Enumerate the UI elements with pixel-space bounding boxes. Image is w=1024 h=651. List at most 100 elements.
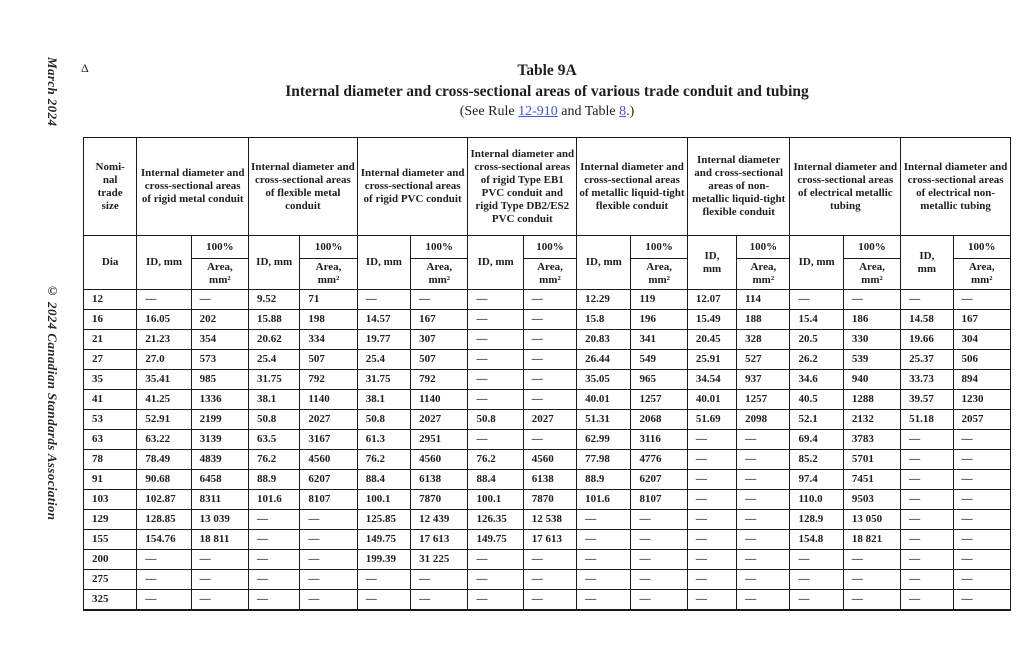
- value-cell: —: [467, 589, 524, 610]
- value-cell: 63.5: [248, 429, 301, 450]
- table-body: 12— —9.52 71— — — —12.29 119 12.07 114— — — —16 16.0…: [82, 289, 1011, 610]
- value-cell: —: [736, 509, 791, 530]
- table-row: 53 52.91 2199 50.8 2027 50.8 2027 50.8 2027 51.31…: [82, 409, 1011, 430]
- group-header-emt: Internal diameter and cross-sectional ar…: [789, 137, 902, 236]
- value-cell: —: [686, 429, 738, 450]
- pct-header-cell: 100%: [190, 235, 250, 259]
- copyright-text: © 2024 Canadian Standards Association: [45, 283, 60, 521]
- dia-cell: 155: [82, 529, 138, 550]
- see-suffix: .): [626, 104, 635, 119]
- value-cell: 2199: [190, 409, 250, 430]
- table-header: Nomi- nal trade size Internal diameter a…: [82, 137, 1011, 290]
- dia-cell: 91: [82, 469, 138, 490]
- value-cell: 1257: [736, 389, 791, 410]
- value-cell: 25.91: [686, 349, 738, 370]
- value-cell: —: [952, 509, 1011, 530]
- conduit-dimensions-table: Nomi- nal trade size Internal diameter a…: [82, 137, 1011, 611]
- value-cell: 19.77: [356, 329, 412, 350]
- value-cell: 26.2: [789, 349, 844, 370]
- value-cell: —: [299, 529, 358, 550]
- value-cell: —: [952, 569, 1011, 590]
- value-cell: 985: [190, 369, 250, 390]
- value-cell: 128.85: [136, 509, 192, 530]
- value-cell: —: [576, 529, 632, 550]
- value-cell: —: [299, 549, 358, 570]
- rule-link[interactable]: 12-910: [518, 104, 558, 119]
- value-cell: 97.4: [789, 469, 844, 490]
- value-cell: —: [686, 569, 738, 590]
- value-cell: 31.75: [356, 369, 412, 390]
- value-cell: 85.2: [789, 449, 844, 470]
- value-cell: 126.35: [467, 509, 524, 530]
- dia-cell: 21: [82, 329, 138, 350]
- value-cell: 39.57: [900, 389, 954, 410]
- value-cell: 17 613: [522, 529, 578, 550]
- group-header-nonmetallic-liquid-tight: Internal diameter and cross-sectional ar…: [686, 137, 791, 236]
- value-cell: 8107: [630, 489, 688, 510]
- value-cell: 119: [630, 289, 688, 310]
- value-cell: 40.5: [789, 389, 844, 410]
- value-cell: 14.57: [356, 309, 412, 330]
- value-cell: —: [686, 469, 738, 490]
- value-cell: —: [522, 589, 578, 610]
- value-cell: —: [467, 549, 524, 570]
- value-cell: 307: [410, 329, 469, 350]
- group-header-rigid-pvc: Internal diameter and cross-sectional ar…: [356, 137, 469, 236]
- value-cell: 573: [190, 349, 250, 370]
- value-cell: 18 811: [190, 529, 250, 550]
- value-cell: —: [522, 549, 578, 570]
- id-header-cell: ID, mm: [467, 235, 524, 290]
- value-cell: 50.8: [356, 409, 412, 430]
- value-cell: 51.69: [686, 409, 738, 430]
- value-cell: 186: [842, 309, 902, 330]
- table-row: 200— — — —199.39 31 225— — — — — — — — — —: [82, 549, 1011, 570]
- value-cell: 35.41: [136, 369, 192, 390]
- value-cell: 9503: [842, 489, 902, 510]
- value-cell: 1140: [410, 389, 469, 410]
- value-cell: 1230: [952, 389, 1011, 410]
- value-cell: 506: [952, 349, 1011, 370]
- value-cell: 110.0: [789, 489, 844, 510]
- table-link[interactable]: 8: [619, 104, 627, 119]
- value-cell: 25.37: [900, 349, 954, 370]
- value-cell: 25.4: [356, 349, 412, 370]
- group-header-rigid-metal: Internal diameter and cross-sectional ar…: [136, 137, 250, 236]
- value-cell: 792: [299, 369, 358, 390]
- value-cell: —: [467, 309, 524, 330]
- value-cell: 149.75: [356, 529, 412, 550]
- value-cell: —: [190, 569, 250, 590]
- value-cell: —: [789, 289, 844, 310]
- id-header-cell: ID, mm: [248, 235, 301, 290]
- value-cell: —: [356, 589, 412, 610]
- value-cell: 16.05: [136, 309, 192, 330]
- value-cell: —: [736, 469, 791, 490]
- pct-header-cell: 100%: [299, 235, 358, 259]
- value-cell: 125.85: [356, 509, 412, 530]
- value-cell: 2951: [410, 429, 469, 450]
- value-cell: 7451: [842, 469, 902, 490]
- value-cell: —: [630, 589, 688, 610]
- value-cell: —: [576, 549, 632, 570]
- value-cell: 31 225: [410, 549, 469, 570]
- group-header-flexible-metal: Internal diameter and cross-sectional ar…: [248, 137, 358, 236]
- corner-header-cell: Nomi- nal trade size: [82, 137, 138, 236]
- value-cell: —: [248, 529, 301, 550]
- see-middle: and Table: [557, 104, 620, 119]
- value-cell: —: [900, 549, 954, 570]
- value-cell: —: [299, 509, 358, 530]
- value-cell: —: [467, 369, 524, 390]
- id-header-cell: ID, mm: [136, 235, 192, 290]
- value-cell: —: [522, 289, 578, 310]
- value-cell: 34.6: [789, 369, 844, 390]
- value-cell: 20.62: [248, 329, 301, 350]
- area-header-cell: Area, mm²: [842, 258, 902, 290]
- value-cell: 51.18: [900, 409, 954, 430]
- value-cell: 507: [299, 349, 358, 370]
- value-cell: 12 538: [522, 509, 578, 530]
- value-cell: 52.91: [136, 409, 192, 430]
- value-cell: —: [686, 449, 738, 470]
- value-cell: 2027: [299, 409, 358, 430]
- value-cell: 12.29: [576, 289, 632, 310]
- value-cell: 15.88: [248, 309, 301, 330]
- value-cell: 76.2: [248, 449, 301, 470]
